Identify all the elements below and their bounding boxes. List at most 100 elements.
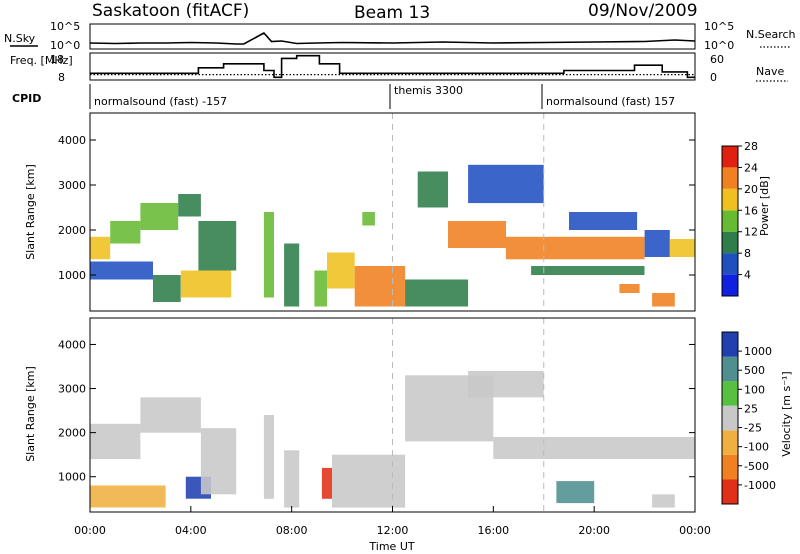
x-tick-label: 00:00 [74,524,106,537]
x-tick-label: 20:00 [578,524,610,537]
frequency-panel: Freq. [MHz] 18 8 60 0 Nave [10,52,788,84]
power-panel-frame [89,112,696,312]
power-scatter-band [468,164,544,204]
date-title: 09/Nov/2009 [588,1,698,21]
frequency-left-label: Freq. [MHz] [10,54,73,67]
x-axis: 00:00 04:00 08:00 12:00 16:00 20:00 00:00 [74,506,711,537]
power-ytick-label: 2000 [58,224,86,237]
velocity-scatter-band [332,454,406,508]
velocity-colorbar-segment [722,332,738,357]
frequency-left-label-text: Freq. [MHz] [10,54,73,67]
x-axis-label: Time UT [368,540,414,553]
power-scatter-band [644,230,670,257]
x-tick-label: 04:00 [175,524,207,537]
velocity-ytick-label: 2000 [58,427,86,440]
frequency-right-tick-bottom: 0 [710,71,717,84]
frequency-right-tick-top: 60 [710,53,724,66]
frequency-right-label: Nave [756,65,784,78]
power-colorbar-tick-label: 16 [744,204,758,217]
noise-panel-frame [89,23,696,50]
power-colorbar-segment [722,167,738,189]
power-colorbar-tick-label: 8 [744,247,751,260]
velocity-colorbar-tick-label: 25 [744,402,758,415]
noise-right-label: N.Search [746,28,796,41]
power-scatter-band [619,284,640,293]
power-scatter-band [417,171,448,208]
velocity-scatter-band [493,437,695,459]
power-colorbar-tick-label: 12 [744,226,758,239]
velocity-ytick-label: 4000 [58,338,86,351]
power-scatter-band [90,261,153,280]
velocity-colorbar-label: Velocity [m s⁻¹] [780,371,793,456]
power-scatter-band [198,221,237,271]
velocity-scatter-band [284,450,300,508]
frequency-left-tick-bottom: 8 [58,71,65,84]
power-scatter-band [90,236,111,260]
x-tick-label: 00:00 [679,524,711,537]
x-tick-label: 12:00 [377,524,409,537]
power-colorbar-segment [722,146,738,168]
power-scatter-band [505,236,645,260]
power-scatter-band [140,203,179,230]
power-scatter-band [327,252,355,289]
velocity-scatter-band [652,494,675,508]
power-colorbar-tick-label: 20 [744,183,758,196]
velocity-colorbar-segment [722,405,738,431]
velocity-ytick-label: 1000 [58,471,86,484]
power-colorbar-segment [722,210,738,232]
velocity-scatter-band [90,423,141,460]
velocity-scatter-band [556,481,595,504]
power-panel: Slant Range [km] 1000 2000 3000 4000 4 8 12 16… [24,112,771,312]
power-ylabel: Slant Range [km] [24,164,37,260]
frequency-panel-frame [89,52,696,81]
velocity-colorbar-tick-label: 100 [744,383,765,396]
noise-left-label: N.Sky [4,32,36,45]
velocity-scatter-band [468,370,544,398]
power-scatter-band [314,270,327,307]
power-scatter-band [448,221,506,248]
power-colorbar-frame [721,145,739,297]
power-colorbar-segment [722,188,738,211]
power-scatter-band [354,266,406,307]
x-tick-label: 08:00 [276,524,308,537]
velocity-colorbar-segment [722,479,738,504]
cpid-segment-1: normalsound (fast) -157 [94,95,227,108]
cpid-segment-3: normalsound (fast) 157 [546,95,675,108]
noise-right-tick-bottom: 10^0 [704,39,734,52]
power-colorbar-tick-label: 28 [744,140,758,153]
n-sky-series-line [89,31,696,45]
velocity-ylabel: Slant Range [km] [24,366,37,462]
power-ytick-label: 3000 [58,179,86,192]
station-title: Saskatoon (fitACF) [92,1,249,21]
power-ytick-label: 4000 [58,134,86,147]
cpid-label: CPID [12,92,41,105]
velocity-scatter-band [200,428,237,495]
power-colorbar-tick-label: 24 [744,161,758,174]
power-colorbar-segment [722,231,738,254]
power-scatter-band [569,212,638,230]
cpid-segment-2: themis 3300 [394,84,463,97]
power-colorbar-tick-label: 4 [744,269,751,282]
power-colorbar-segment [722,274,738,296]
power-scatter-band [652,293,675,307]
velocity-scatter-band [90,485,166,508]
velocity-colorbar-tick-label: -1000 [744,479,776,492]
power-scatter-band [180,270,232,298]
velocity-colorbar-segment [722,381,738,406]
power-scatter-band [669,239,695,257]
velocity-colorbar-segment [722,356,738,382]
velocity-colorbar-tick-label: 500 [744,364,765,377]
power-scatter-band [405,279,469,307]
noise-right-tick-top: 10^5 [704,20,734,33]
noise-left-tick-top: 10^5 [50,20,80,33]
power-scatter-band [531,266,645,275]
power-colorbar-segment [722,253,738,275]
power-scatter-band [284,243,300,307]
velocity-colorbar-frame [721,331,739,505]
x-tick-label: 16:00 [477,524,509,537]
noise-panel: N.Sky 10^5 10^0 10^5 10^0 N.Search [4,20,796,52]
velocity-colorbar-tick-label: -100 [744,441,769,454]
power-scatter-band [178,194,201,217]
velocity-scatter-band [263,415,274,499]
